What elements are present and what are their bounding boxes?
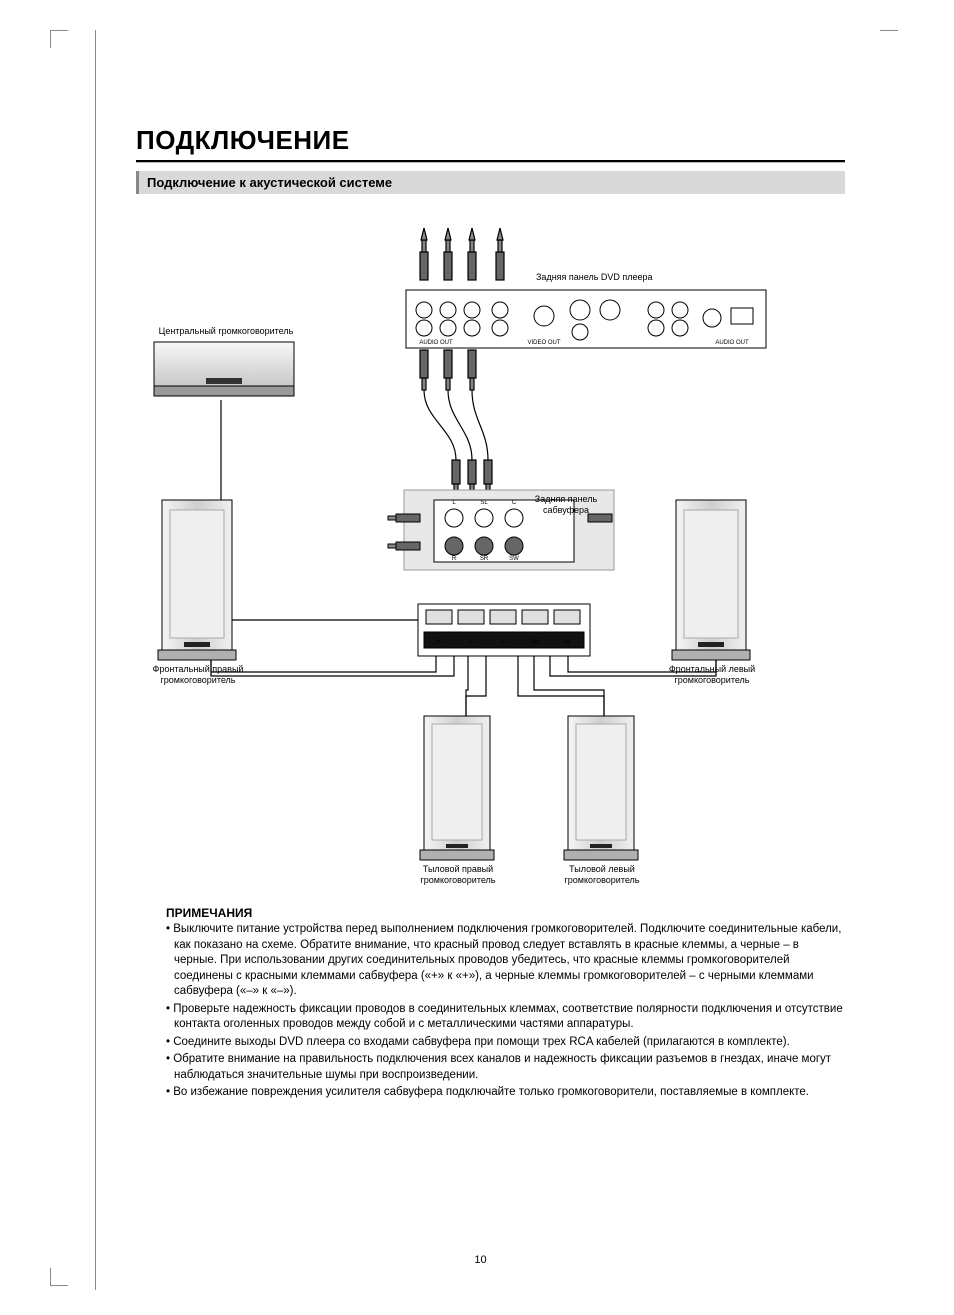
note-item: Проверьте надежность фиксации проводов в…: [166, 1002, 845, 1033]
center-speaker-label: Центральный громкоговоритель: [159, 326, 294, 336]
dvd-panel: AUDIO OUT VIDEO OUT AUDIO OUT: [406, 290, 766, 348]
rear-right-speaker: [420, 716, 494, 860]
sub-panel-label-l2: сабвуфера: [543, 505, 589, 515]
front-left-label-l2: громкоговоритель: [674, 675, 749, 685]
title-underline: [136, 160, 845, 163]
dvd-panel-label: Задняя панель DVD плеера: [536, 272, 653, 282]
terminal-strip: R L C SR SL: [418, 604, 590, 656]
front-right-label-l2: громкоговоритель: [160, 675, 235, 685]
svg-text:C: C: [512, 500, 517, 506]
rear-right-label-l1: Тыловой правый: [423, 864, 493, 874]
page-title: ПОДКЛЮЧЕНИЕ: [136, 125, 845, 156]
front-left-speaker: [672, 500, 750, 660]
section-heading: Подключение к акустической системе: [136, 171, 845, 194]
notes-heading: ПРИМЕЧАНИЯ: [166, 906, 845, 920]
svg-text:SL: SL: [480, 500, 488, 506]
crop-mark-bl: [50, 1268, 68, 1286]
svg-text:AUDIO OUT: AUDIO OUT: [419, 340, 453, 346]
svg-text:SW: SW: [509, 556, 519, 562]
rear-right-label-l2: громкоговоритель: [420, 875, 495, 885]
notes-list: Выключите питание устройства перед выпол…: [166, 922, 845, 1101]
center-speaker: [154, 342, 294, 396]
note-item: Обратите внимание на правильность подклю…: [166, 1052, 845, 1083]
svg-text:R: R: [437, 639, 442, 645]
crop-mark-tl: [50, 30, 68, 48]
front-right-label-l1: Фронтальный правый: [153, 664, 244, 674]
svg-text:SL: SL: [563, 639, 571, 645]
front-right-speaker: [158, 500, 236, 660]
sub-panel-label-l1: Задняя панель: [535, 494, 598, 504]
page-frame: ПОДКЛЮЧЕНИЕ Подключение к акустической с…: [95, 30, 865, 1290]
svg-text:C: C: [501, 639, 506, 645]
svg-text:SR: SR: [480, 556, 489, 562]
svg-text:VIDEO OUT: VIDEO OUT: [527, 340, 560, 346]
note-item: Выключите питание устройства перед выпол…: [166, 922, 845, 1000]
rear-left-label-l1: Тыловой левый: [569, 864, 635, 874]
front-left-label-l1: Фронтальный левый: [669, 664, 755, 674]
connection-diagram: AUDIO OUT VIDEO OUT AUDIO OUT Задняя пан…: [136, 200, 845, 900]
rear-left-label-l2: громкоговоритель: [564, 875, 639, 885]
note-item: Соедините выходы DVD плеера со входами с…: [166, 1035, 845, 1051]
note-item: Во избежание повреждения усилителя сабву…: [166, 1085, 845, 1101]
svg-text:R: R: [452, 556, 457, 562]
rear-left-speaker: [564, 716, 638, 860]
svg-text:SR: SR: [531, 639, 540, 645]
page-number: 10: [96, 1254, 865, 1266]
svg-text:AUDIO OUT: AUDIO OUT: [715, 340, 749, 346]
crop-mark-tr: [880, 30, 898, 48]
